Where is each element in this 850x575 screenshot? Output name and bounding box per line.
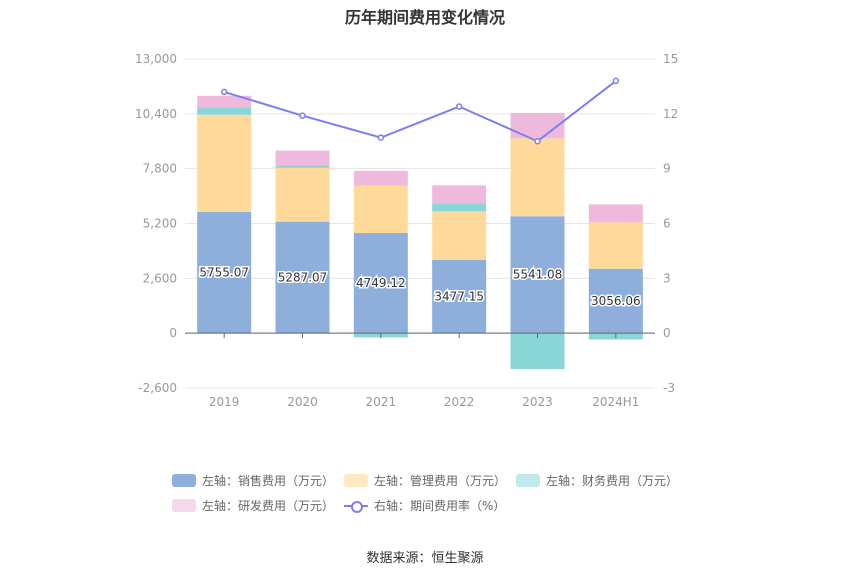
right-tick-label: 6: [663, 217, 671, 231]
left-tick-label: 10,400: [135, 107, 177, 121]
legend-swatch-admin: [344, 474, 368, 487]
bar-series0-2021: [353, 233, 408, 334]
bar-data-label: 4749.12: [356, 276, 406, 290]
right-tick-label: 0: [663, 326, 671, 340]
left-tick-label: 2,600: [143, 271, 177, 285]
rate-point-2019: [220, 88, 228, 96]
data-source: 数据来源：恒生聚源: [366, 551, 484, 566]
left-tick-label: 5,200: [143, 217, 177, 231]
x-tick-label: 2021: [366, 395, 397, 409]
right-tick-label: 12: [663, 107, 678, 121]
bar-series3-2019: [197, 95, 252, 108]
bar-series2-2020: [275, 165, 330, 168]
bar-series0-2019: [197, 211, 252, 334]
bar-series0-2023: [510, 216, 565, 334]
left-tick-label: 7,800: [143, 162, 177, 176]
bar-series3-2024H1: [588, 204, 643, 223]
rate-line: [223, 80, 617, 143]
bar-series3-2022: [432, 185, 487, 204]
legend-swatch-rd: [172, 499, 196, 512]
bar-series0-2020: [275, 221, 330, 334]
bar-series1-2021: [353, 185, 408, 234]
bar-series1-2023: [510, 138, 565, 217]
rate-point-2023: [534, 138, 541, 145]
bar-series3-2020: [275, 150, 330, 166]
bar-data-label: 3056.06: [591, 294, 641, 308]
x-tick-label: 2024H1: [592, 395, 639, 409]
left-tick-label: -2,600: [138, 381, 177, 395]
legend-dot-rate: [351, 501, 363, 513]
legend-label-rd: 左轴：研发费用（万元）: [202, 499, 335, 513]
legend-label-sales: 左轴：销售费用（万元）: [202, 474, 335, 488]
bar-series0-2022: [432, 259, 487, 334]
x-tick-label: 2023: [522, 395, 553, 409]
bar-data-label: 5541.08: [513, 268, 563, 282]
x-tick-label: 2020: [287, 395, 318, 409]
bar-data-label: 5287.07: [278, 270, 328, 284]
rate-point-2022: [455, 103, 463, 110]
bar-series0-2024H1: [588, 268, 643, 334]
bar-series2-2023: [510, 333, 565, 370]
bar-series3-2021: [353, 170, 408, 186]
bar-data-label: 3477.15: [434, 290, 484, 304]
chart-title: 历年期间费用变化情况: [344, 8, 505, 27]
bar-series1-2022: [432, 211, 487, 260]
legend-swatch-sales: [172, 474, 196, 487]
x-tick-label: 2019: [209, 395, 240, 409]
rate-point-2021: [377, 134, 385, 141]
right-tick-label: 15: [663, 52, 678, 66]
legend-label-finance: 左轴：财务费用（万元）: [546, 474, 679, 488]
right-tick-label: -3: [663, 381, 675, 395]
right-tick-label: 9: [663, 162, 671, 176]
legend-label-admin: 左轴：管理费用（万元）: [374, 474, 507, 488]
bar-data-label: 5755.07: [199, 265, 249, 279]
rate-point-2020: [299, 112, 306, 119]
x-tick-label: 2022: [444, 395, 475, 409]
bar-series1-2020: [275, 167, 330, 222]
bar-series1-2024H1: [588, 222, 643, 269]
bar-series2-2022: [432, 203, 487, 212]
bar-series2-2019: [197, 107, 252, 115]
right-tick-label: 3: [663, 271, 671, 285]
legend-swatch-finance: [516, 474, 540, 487]
legend-label-rate: 右轴：期间费用率（%）: [374, 499, 506, 513]
bar-series1-2019: [197, 114, 252, 212]
rate-point-2024H1: [612, 77, 620, 85]
left-tick-label: 0: [169, 326, 177, 340]
left-tick-label: 13,000: [135, 52, 177, 66]
